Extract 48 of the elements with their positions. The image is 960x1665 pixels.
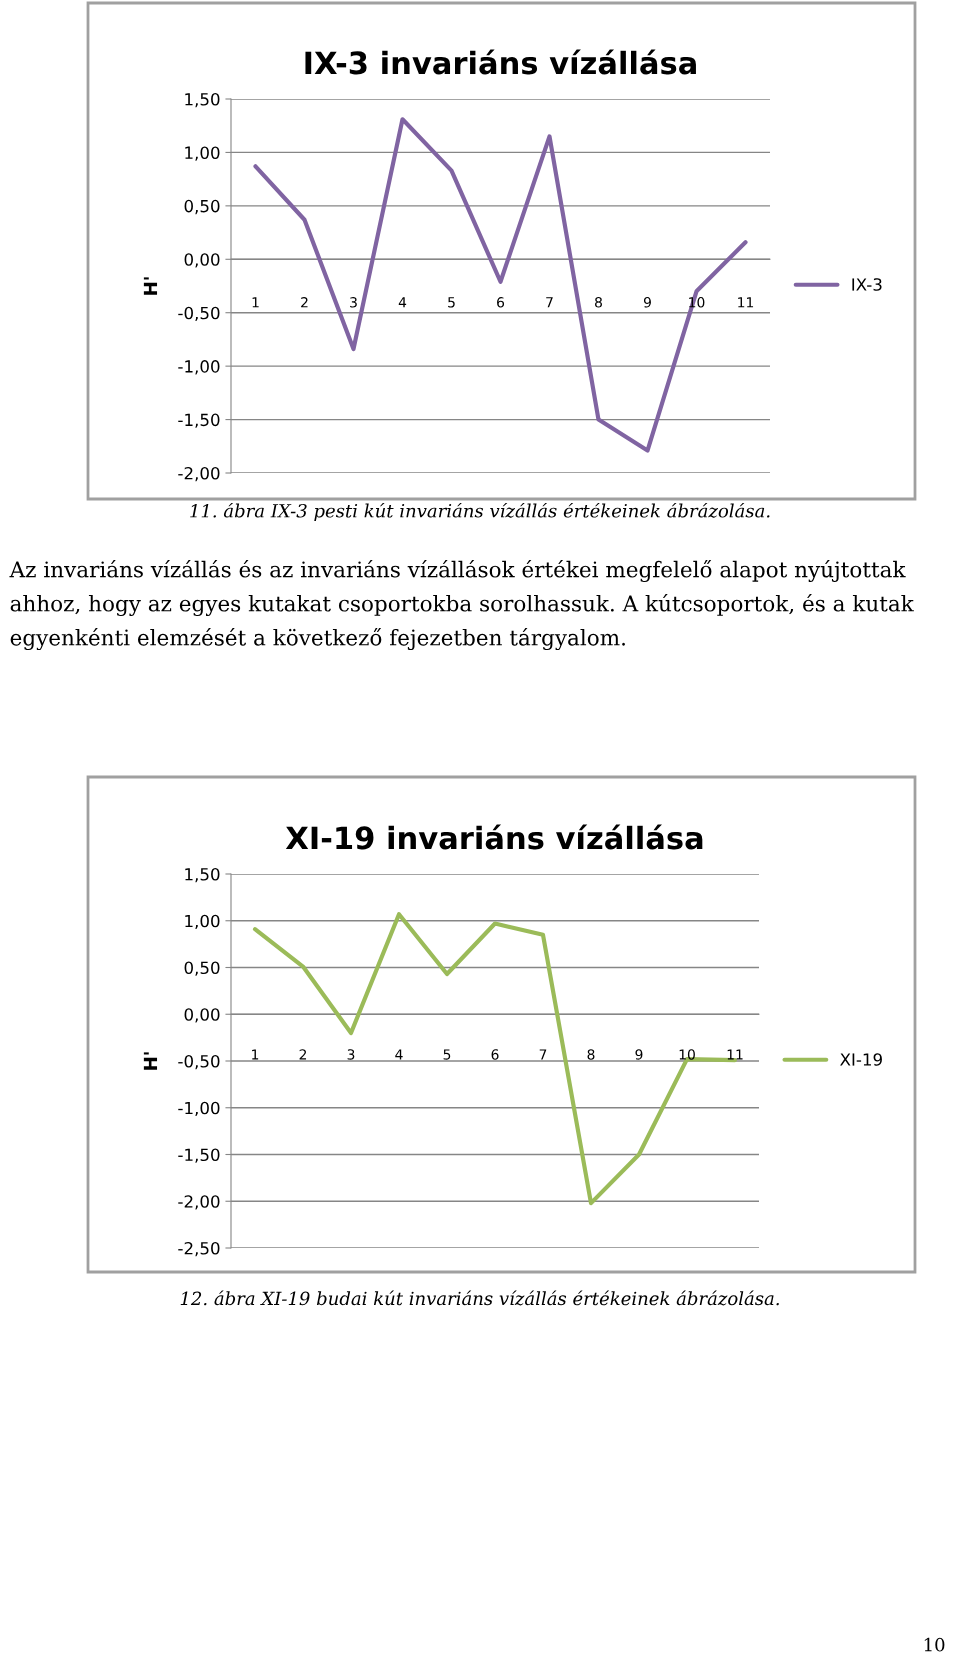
x-tick-label: 7 [546,297,553,308]
x-tick-label: 9 [643,297,651,308]
x-tick-label: 2 [301,297,308,308]
y-tick-label: 1,50 [185,92,220,108]
text: Az invariáns vízállás és az invariáns vízállások értékei megfelelő alapot nyújtottak ahhoz, hogy az egyes kutakat csoportokba sorolhassuk. A kútcsoportok, és a kutak egyenkénti elemzését a következő fejezetben tárgyalom. [9,560,914,651]
x-tick-label: 3 [350,297,357,308]
text: 10 [924,1637,945,1652]
legend-label: IX-3 [852,278,882,291]
x-tick-label: 11 [738,297,754,308]
x-tick-label: 1 [252,297,259,308]
y-tick-label: -2,50 [178,1241,220,1257]
y-tick-label: -2,00 [178,466,220,482]
x-tick-label: 4 [398,297,407,308]
chart-title: IX-3 invariáns vízállása [305,49,696,75]
x-tick-label: 2 [299,1049,307,1060]
y-tick-label: -1,00 [178,1101,220,1117]
y-tick-label: -2,00 [178,1195,220,1210]
y-tick-label: 1,50 [185,867,220,883]
x-tick-label: 3 [347,1049,355,1060]
y-tick-label: -0,50 [178,306,220,321]
y-tick-label: 1,00 [185,914,220,930]
y-tick-label: 0,00 [184,1008,220,1023]
y-axis-title: H' [143,277,158,295]
text: 12. ábra XI-19 budai kút invariáns vízállás értékeinek ábrázolása. [180,1290,779,1306]
y-axis-title: H' [143,1052,158,1070]
x-tick-label: 5 [448,297,455,308]
y-tick-label: -1,50 [178,413,220,428]
y-tick-label: -1,50 [178,1148,220,1163]
text: 11. ábra IX-3 pesti kút invariáns vízállás értékeinek ábrázolása. [190,502,770,522]
x-tick-label: 6 [497,297,505,308]
x-tick-label: 7 [539,1049,547,1060]
y-tick-label: 1,00 [185,146,220,161]
y-tick-label: -0,50 [178,1054,220,1070]
x-tick-label: 9 [635,1049,643,1060]
x-tick-label: 5 [443,1049,451,1060]
x-tick-label: 1 [252,1049,259,1060]
y-tick-label: 0,50 [184,199,220,215]
x-tick-label: 8 [587,1049,595,1060]
x-tick-label: 6 [491,1049,499,1060]
chart-title: XI-19 invariáns vízállása [285,824,703,850]
y-tick-label: -1,00 [178,360,220,375]
y-tick-label: 0,50 [184,961,220,976]
x-tick-label: 4 [395,1049,403,1060]
x-tick-label: 11 [727,1049,743,1060]
y-tick-label: 0,00 [184,253,220,268]
legend-label: XI-19 [840,1053,882,1066]
x-tick-label: 8 [595,297,602,308]
x-tick-label: 10 [679,1049,695,1060]
